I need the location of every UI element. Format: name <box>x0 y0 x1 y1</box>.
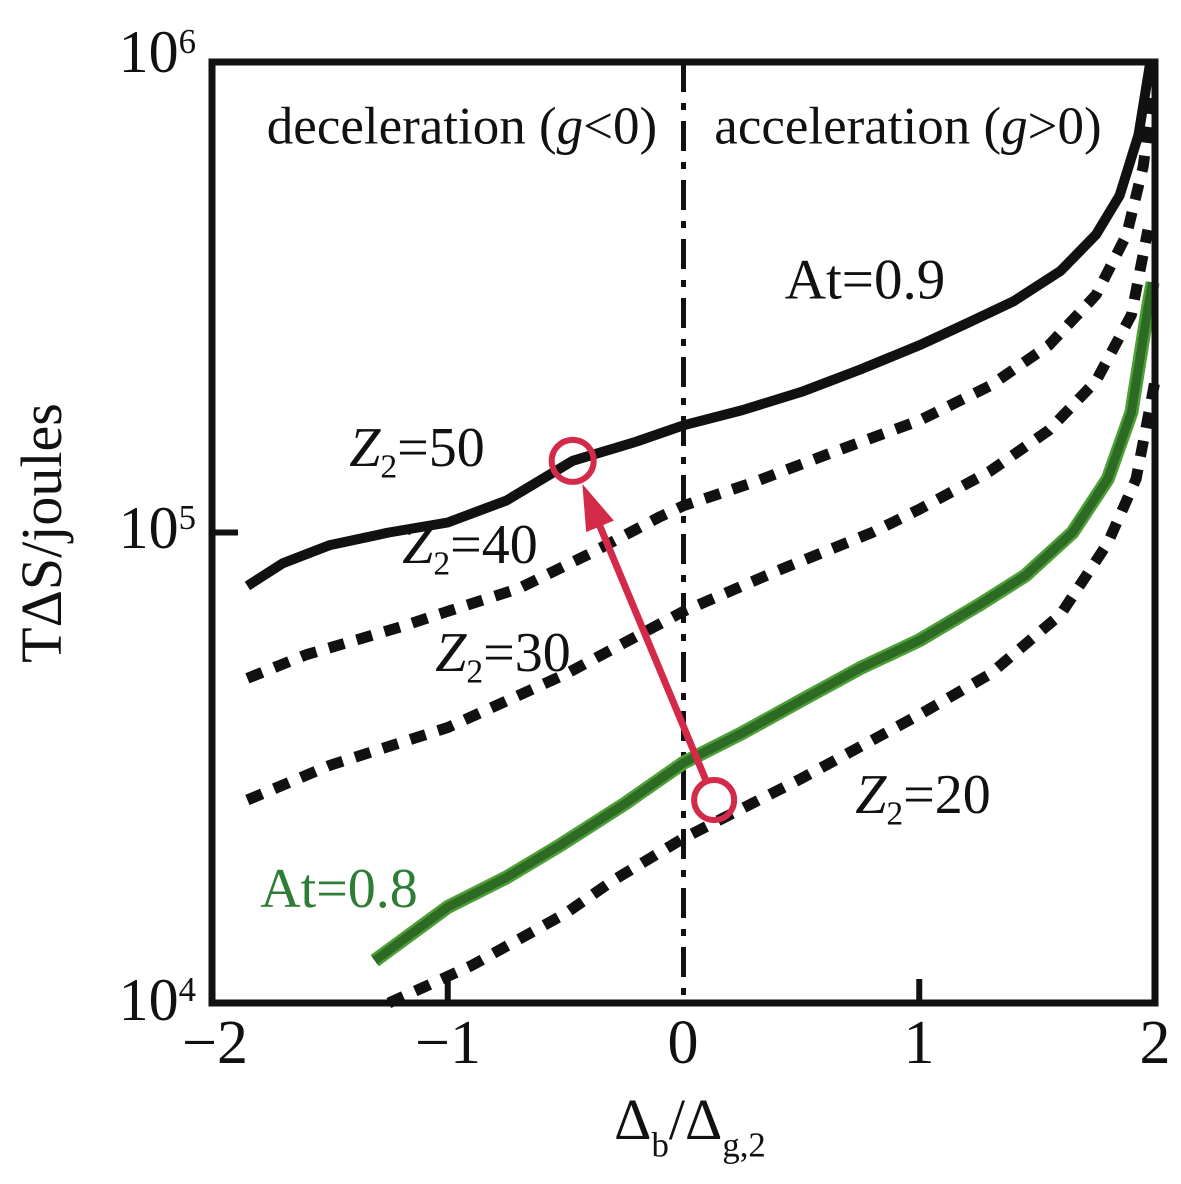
curve-label-z50: Z2=50 <box>349 416 485 486</box>
curve-label-at09: At=0.9 <box>784 248 946 312</box>
curve-at08 <box>372 281 1158 965</box>
curve-at09 <box>244 61 1156 591</box>
curve-z2-20 <box>386 379 1161 1009</box>
curve-z2-40 <box>245 92 1159 684</box>
x-tick-label-0: 0 <box>667 1009 699 1077</box>
acceleration-region-label: acceleration (g>0) <box>714 97 1102 156</box>
y-tick-label-1e6: 106 <box>118 19 196 85</box>
arrow-shaft <box>593 517 709 782</box>
y-tick-label-1e4: 104 <box>118 967 196 1033</box>
x-axis-label: Δb/Δg,2 <box>614 1086 766 1165</box>
x-tick-label-2: 2 <box>1139 1009 1171 1077</box>
curve-label-at08: At=0.8 <box>260 858 418 920</box>
arrow-end-circle <box>548 436 597 485</box>
plot-frame <box>208 58 1159 1007</box>
y-tick-label-1e5: 105 <box>118 495 196 561</box>
x-tick-label-1: 1 <box>903 1009 935 1077</box>
curve-label-z30: Z2=30 <box>435 621 571 691</box>
curve-z2-30 <box>245 228 1154 806</box>
deceleration-region-label: deceleration (g<0) <box>266 97 658 156</box>
x-tick-label-neg1: −1 <box>415 1009 481 1077</box>
arrow-start-circle <box>691 777 738 824</box>
x-tick-label-neg2: −2 <box>182 1009 248 1077</box>
curve-label-z40: Z2=40 <box>402 513 538 583</box>
curve-label-z20: Z2=20 <box>855 763 991 833</box>
arrow-head <box>582 483 614 533</box>
